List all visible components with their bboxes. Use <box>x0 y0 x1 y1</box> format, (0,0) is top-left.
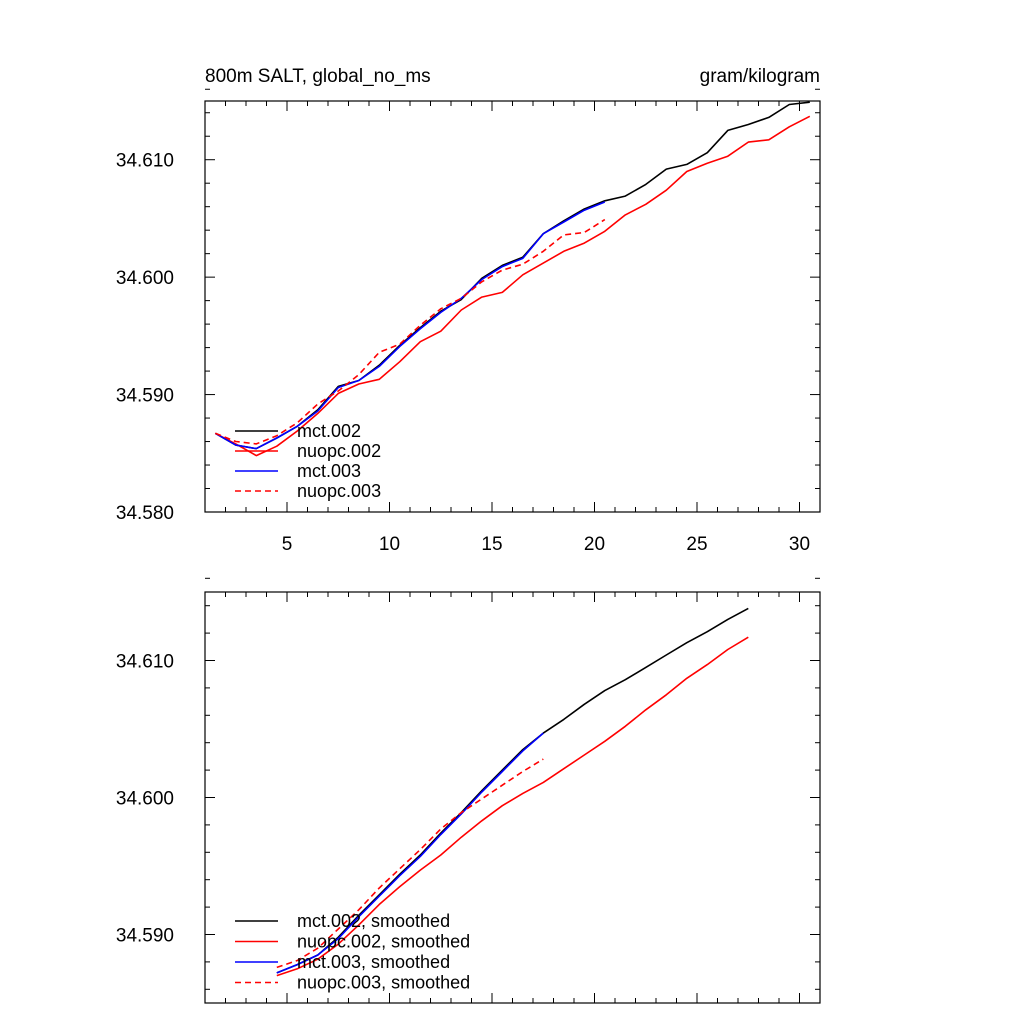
title-right: gram/kilogram <box>700 66 820 87</box>
y-tick-label: 34.590 <box>116 926 174 947</box>
bottom-series-nuopc-003-smoothed <box>276 758 544 969</box>
bottom-series-nuopc-002-smoothed <box>276 636 749 977</box>
bottom-series-mct-003-smoothed <box>276 732 544 974</box>
legend-label-mct-003-smoothed: mct.003, smoothed <box>297 952 450 972</box>
bottom-series-mct-002-smoothed <box>276 607 749 974</box>
y-tick-label: 34.590 <box>116 386 174 407</box>
top-series-mct-002 <box>214 101 810 450</box>
x-tick-label: 5 <box>282 534 293 555</box>
y-tick-label: 34.610 <box>116 151 174 172</box>
title-left: 800m SALT, global_no_ms <box>205 66 431 87</box>
top-series-mct-003 <box>214 201 606 450</box>
legend-label-nuopc-002: nuopc.002 <box>297 441 381 461</box>
y-tick-label: 34.600 <box>116 789 174 810</box>
x-tick-label: 25 <box>686 534 707 555</box>
x-tick-label: 15 <box>481 534 502 555</box>
legend-label-mct-003: mct.003 <box>297 461 361 481</box>
x-tick-label: 10 <box>379 534 400 555</box>
legend-label-mct-002-smoothed: mct.002, smoothed <box>297 911 450 931</box>
top-series-nuopc-003 <box>215 218 606 445</box>
y-tick-label: 34.600 <box>116 268 174 289</box>
x-tick-label: 30 <box>789 534 810 555</box>
y-tick-label: 34.580 <box>116 503 174 524</box>
legend-label-nuopc-002-smoothed: nuopc.002, smoothed <box>297 932 470 952</box>
legend-label-mct-002: mct.002 <box>297 421 361 441</box>
legend-label-nuopc-003-smoothed: nuopc.003, smoothed <box>297 973 470 993</box>
top-series-nuopc-002 <box>214 115 811 457</box>
legend-label-nuopc-003: nuopc.003 <box>297 481 381 501</box>
y-tick-label: 34.610 <box>116 652 174 673</box>
x-tick-label: 20 <box>584 534 605 555</box>
top-panel: 800m SALT, global_no_ms gram/kilogram 5 1… <box>116 66 821 555</box>
